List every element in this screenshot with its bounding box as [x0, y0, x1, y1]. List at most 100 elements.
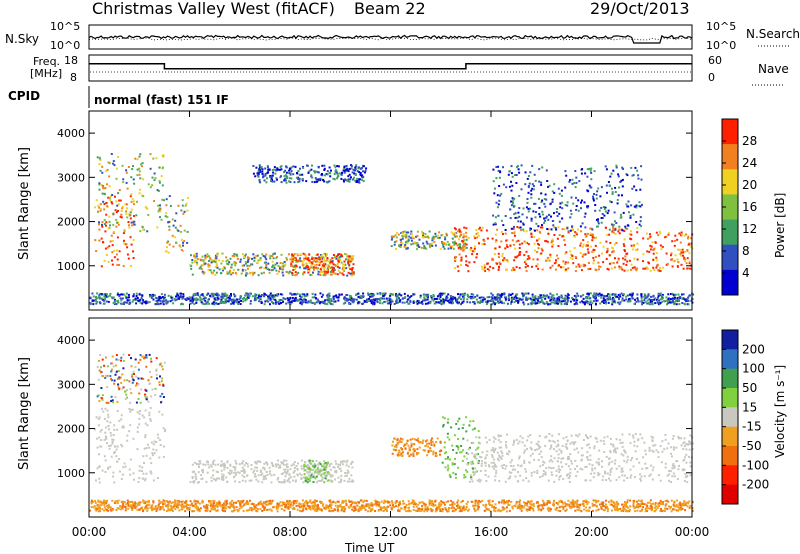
- power-cell: [502, 183, 505, 186]
- velocity-cell: [407, 444, 410, 447]
- power-cell: [687, 237, 689, 240]
- power-cell: [233, 255, 236, 258]
- velocity-cell: [468, 480, 471, 483]
- power-cell: [520, 164, 523, 167]
- power-cell: [268, 268, 271, 271]
- power-cell: [168, 195, 171, 198]
- power-cell: [506, 302, 509, 305]
- power-cell: [636, 267, 639, 270]
- power-cell: [588, 293, 590, 296]
- power-cell: [97, 204, 100, 207]
- power-cell: [675, 303, 678, 306]
- power-cell: [553, 302, 556, 305]
- power-cell: [459, 231, 461, 234]
- power-cell: [632, 174, 635, 177]
- power-cell: [481, 300, 484, 303]
- power-cell: [473, 247, 476, 250]
- power-cell: [690, 300, 693, 302]
- velocity-cell: [129, 408, 132, 411]
- power-cell: [680, 231, 683, 234]
- velocity-cell: [544, 473, 547, 476]
- power-cell: [183, 229, 186, 232]
- power-cell: [139, 298, 142, 301]
- power-cell: [589, 227, 592, 230]
- power-cell: [112, 223, 115, 226]
- power-cell: [560, 303, 563, 306]
- power-cell: [659, 302, 662, 304]
- power-cell: [617, 173, 620, 176]
- velocity-cell: [558, 478, 561, 481]
- power-cell: [454, 267, 457, 270]
- power-cell: [98, 188, 101, 191]
- power-cell: [287, 301, 290, 304]
- power-cell: [533, 299, 536, 301]
- power-cell: [481, 243, 484, 246]
- power-cell: [519, 220, 522, 223]
- power-cell: [673, 298, 676, 300]
- velocity-cell: [447, 418, 450, 421]
- power-cell: [260, 272, 263, 275]
- power-cell: [684, 258, 687, 261]
- power-cell: [282, 262, 284, 265]
- power-cell: [156, 226, 159, 229]
- power-cell: [94, 239, 97, 242]
- power-cell: [516, 255, 519, 258]
- power-cell: [492, 180, 495, 183]
- power-cell: [125, 169, 128, 172]
- power-cell: [522, 207, 525, 210]
- power-cell: [178, 297, 181, 300]
- velocity-cell: [200, 474, 203, 477]
- power-cell: [262, 255, 265, 257]
- power-cell: [544, 219, 547, 222]
- velocity-cell: [506, 452, 508, 455]
- velocity-cell: [138, 465, 141, 468]
- power-cell: [283, 179, 286, 182]
- power-cell: [412, 300, 415, 303]
- power-cell: [510, 301, 513, 303]
- velocity-cell: [201, 469, 204, 472]
- power-cell: [571, 225, 574, 228]
- power-cell: [494, 216, 497, 219]
- power-cell: [517, 211, 520, 214]
- velocity-cell: [255, 478, 258, 481]
- power-cell: [677, 293, 680, 296]
- power-cell: [258, 164, 261, 167]
- power-cell: [406, 294, 409, 297]
- power-cell: [585, 300, 588, 303]
- velocity-cell: [243, 472, 246, 474]
- power-cell: [453, 243, 456, 246]
- velocity-cell: [238, 463, 241, 466]
- power-cell: [621, 297, 624, 300]
- power-cell: [448, 301, 451, 304]
- power-cell: [238, 298, 241, 301]
- power-cell: [346, 255, 349, 258]
- velocity-cell: [244, 480, 247, 483]
- power-cell: [98, 156, 101, 159]
- power-cell: [126, 299, 129, 302]
- power-cell: [348, 255, 351, 258]
- power-cell: [575, 208, 578, 211]
- power-cell: [329, 300, 332, 303]
- velocity-cell: [469, 420, 472, 423]
- power-cell: [217, 259, 220, 262]
- power-cell: [105, 254, 108, 256]
- power-cell: [149, 167, 152, 170]
- velocity-cell: [292, 479, 294, 482]
- power-cell: [258, 171, 261, 174]
- power-cell: [164, 215, 167, 218]
- power-cell: [634, 166, 637, 169]
- power-cell: [423, 245, 426, 247]
- power-cell: [644, 267, 647, 270]
- power-cell: [104, 247, 107, 250]
- power-cell: [441, 292, 444, 295]
- power-cell: [479, 226, 481, 229]
- power-cell: [182, 295, 185, 298]
- power-cell: [390, 245, 393, 248]
- power-cell: [131, 300, 134, 303]
- velocity-cell: [525, 470, 527, 473]
- velocity-cell: [462, 437, 465, 440]
- power-cell: [654, 247, 657, 250]
- power-cell: [111, 240, 114, 242]
- power-cell: [265, 258, 268, 261]
- power-cell: [403, 292, 406, 295]
